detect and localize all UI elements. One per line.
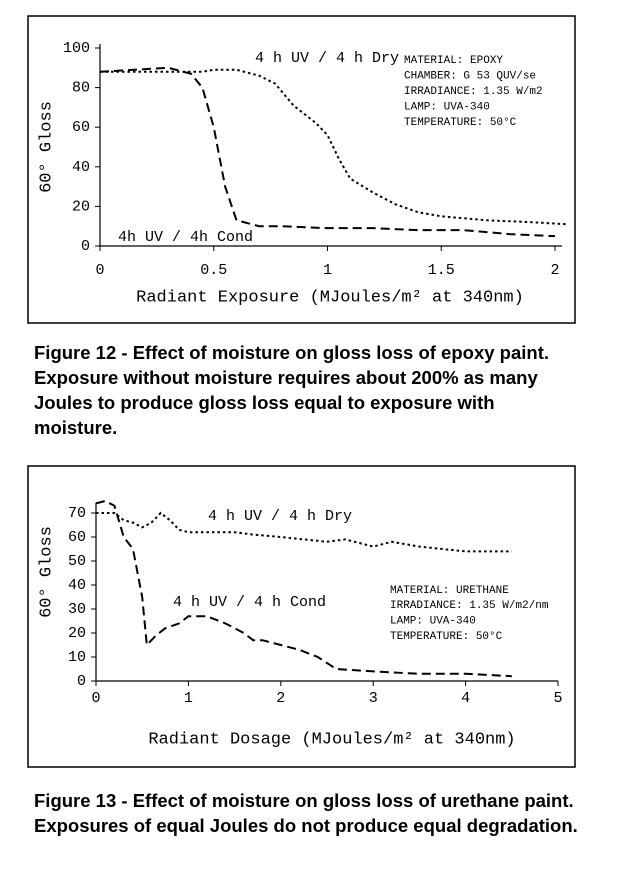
info-line: LAMP: UVA-340: [404, 101, 490, 113]
info-line: TEMPERATURE: 50°C: [390, 631, 503, 643]
chart: 0 20 40 60 80 100 0 0.5 1 1.5 2 Radiant Exposure (M…: [37, 40, 567, 307]
info-line: LAMP: UVA-340: [390, 616, 476, 628]
x-tick-label: 0.5: [200, 262, 227, 279]
x-axis-label: Radiant Exposure (MJoules/m² at 340nm): [136, 288, 524, 307]
y-axis-label: 60° Gloss: [37, 526, 56, 618]
x-tick-label: 0: [91, 690, 100, 707]
y-tick-label: 0: [81, 238, 90, 255]
x-tick-label: 5: [553, 690, 562, 707]
info-line: MATERIAL: URETHANE: [390, 585, 509, 597]
info-line: CHAMBER: G 53 QUV/se: [404, 70, 536, 82]
y-tick-label: 80: [72, 80, 90, 97]
series-label: 4 h UV / 4 h Dry: [208, 508, 352, 525]
y-tick-label: 50: [68, 553, 86, 570]
info-line: IRRADIANCE: 1.35 W/m2: [404, 86, 543, 98]
y-tick-label: 20: [68, 625, 86, 642]
series-label: 4 h UV / 4 h Dry: [255, 50, 399, 67]
x-tick-label: 2: [550, 262, 559, 279]
info-line: TEMPERATURE: 50°C: [404, 117, 517, 129]
figure-frame: [27, 465, 576, 768]
y-tick-label: 10: [68, 649, 86, 666]
y-tick-label: 40: [68, 577, 86, 594]
series-label: 4 h UV / 4 h Cond: [173, 594, 326, 611]
figure-caption: Figure 13 - Effect of moisture on gloss …: [34, 790, 578, 836]
y-tick-label: 70: [68, 505, 86, 522]
series-label: 4h UV / 4h Cond: [118, 229, 253, 246]
y-tick-label: 20: [72, 198, 90, 215]
x-tick-label: 1: [323, 262, 332, 279]
x-tick-label: 2: [276, 690, 285, 707]
y-tick-label: 60: [72, 119, 90, 136]
y-tick-label: 100: [63, 40, 90, 57]
x-tick-label: 1: [184, 690, 193, 707]
x-tick-label: 1.5: [428, 262, 455, 279]
y-tick-label: 40: [72, 159, 90, 176]
figure-caption: Figure 12 - Effect of moisture on gloss …: [34, 342, 549, 438]
x-tick-label: 0: [95, 262, 104, 279]
data-line: [99, 66, 556, 238]
info-line: MATERIAL: EPOXY: [404, 55, 503, 67]
y-tick-label: 60: [68, 529, 86, 546]
y-axis-label: 60° Gloss: [37, 101, 56, 193]
x-tick-label: 4: [461, 690, 470, 707]
y-tick-label: 0: [77, 673, 86, 690]
x-tick-label: 3: [369, 690, 378, 707]
y-tick-label: 30: [68, 601, 86, 618]
figure-frame: [27, 15, 576, 324]
x-axis-label: Radiant Dosage (MJoules/m² at 340nm): [148, 730, 515, 749]
info-line: IRRADIANCE: 1.35 W/m2/nm: [390, 600, 549, 612]
chart: 0 10 20 30 40 50 60 70 0 1 2 3 4 5 Radiant Dosage (MJo…: [37, 499, 563, 749]
data-line: [95, 499, 512, 678]
